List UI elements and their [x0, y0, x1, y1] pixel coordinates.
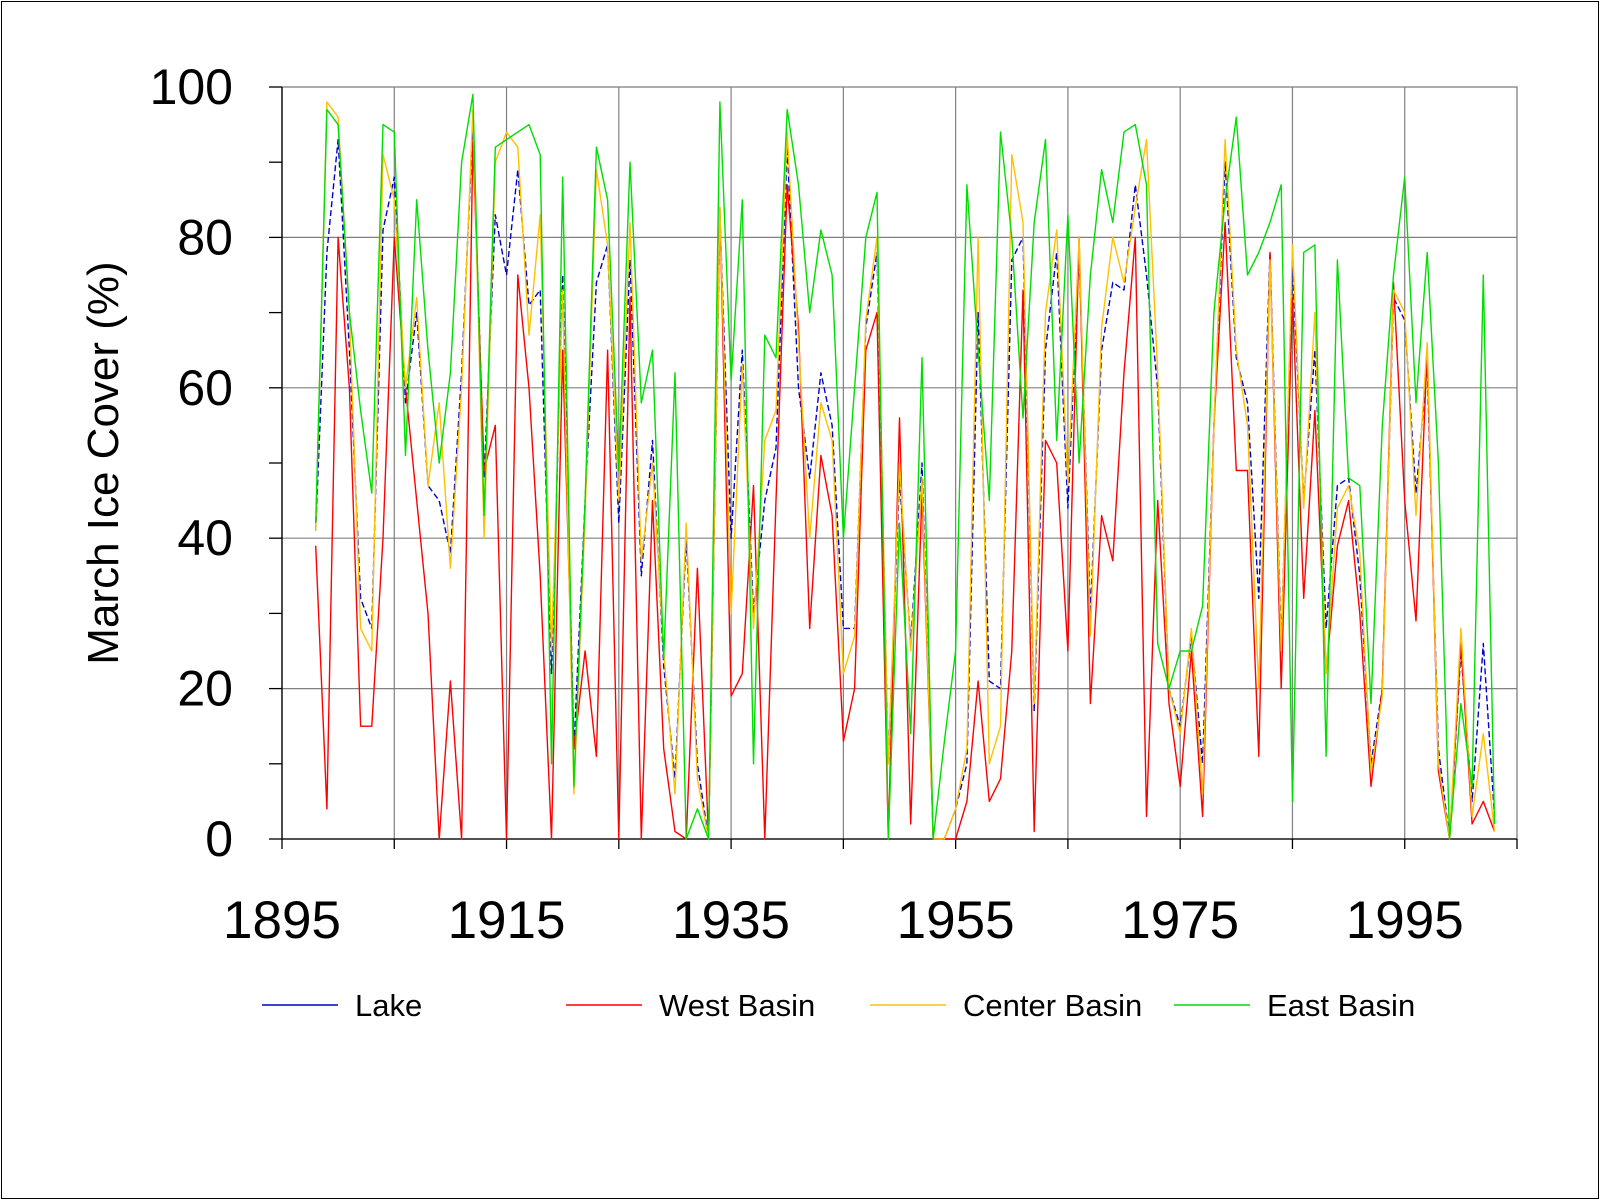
- x-tick-label: 1955: [897, 891, 1015, 950]
- x-tick-label: 1915: [448, 891, 566, 950]
- x-tick-label: 1895: [223, 891, 341, 950]
- x-tick-label: 1995: [1346, 891, 1464, 950]
- data-series: [315, 93, 1496, 840]
- y-tick-label: 0: [205, 811, 233, 867]
- legend: Lake West Basin Center Basin East Basin: [262, 988, 1415, 1023]
- y-tick-label: 80: [177, 209, 233, 265]
- legend-label: Lake: [355, 988, 422, 1023]
- y-tick-label: 60: [177, 360, 233, 416]
- y-tick-label: 20: [177, 661, 233, 717]
- axes: 0 20 40 60 80 100 1895 1915 1935 1955 1975 1995: [150, 59, 1518, 950]
- legend-label: Center Basin: [963, 988, 1142, 1023]
- y-axis-label: March Ice Cover (%): [79, 261, 128, 664]
- series-line-east-basin: [315, 93, 1496, 840]
- legend-label: West Basin: [659, 988, 815, 1023]
- legend-label: East Basin: [1267, 988, 1415, 1023]
- y-tick-label: 40: [177, 510, 233, 566]
- y-tick-label: 100: [150, 59, 233, 115]
- x-tick-label: 1935: [672, 891, 790, 950]
- x-tick-label: 1975: [1121, 891, 1239, 950]
- series-line-center-basin: [315, 101, 1496, 840]
